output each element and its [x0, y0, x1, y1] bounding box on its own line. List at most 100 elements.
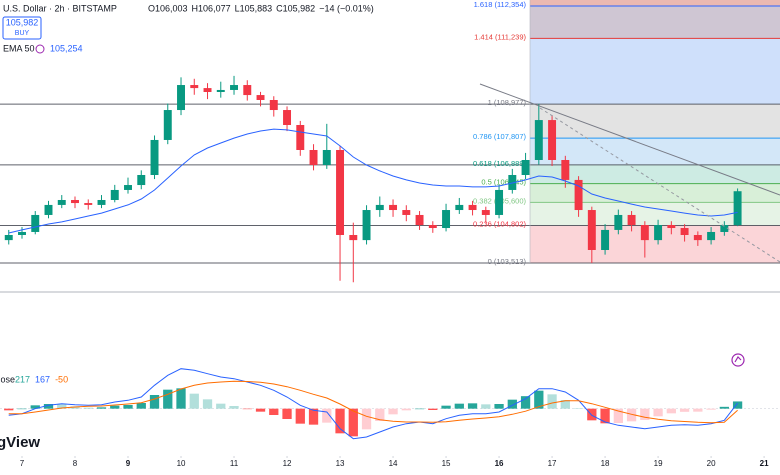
candle-body	[336, 149, 345, 235]
x-tick-label: 12	[283, 459, 292, 468]
macd-histogram-bar	[361, 408, 372, 430]
macd-histogram-bar	[626, 408, 637, 422]
trend-line	[479, 83, 780, 196]
candle-body	[614, 214, 623, 230]
macd-histogram-bar	[4, 408, 14, 411]
macd-histogram-bar	[57, 404, 67, 409]
macd-histogram-bar	[640, 408, 650, 420]
macd-histogram-bar	[600, 408, 610, 424]
ohlc-value: C105,982	[276, 3, 315, 13]
macd-histogram-bar	[43, 404, 54, 409]
ohlc-value: O106,003	[148, 3, 188, 13]
candle-body	[415, 214, 424, 225]
price-badge-value: 105,982	[6, 17, 39, 27]
alert-icon-glyph	[734, 356, 742, 363]
macd-histogram-bar	[587, 408, 597, 421]
macd-histogram-bar	[388, 408, 398, 415]
fib-level-label: 0.5 (106,245)	[481, 178, 526, 187]
candle-body	[375, 204, 384, 211]
macd-histogram-bar	[401, 408, 411, 411]
fib-level-label: 0 (103,513)	[488, 257, 527, 266]
macd-histogram-bar	[295, 408, 305, 424]
ema-visibility-icon[interactable]	[35, 44, 45, 54]
macd-histogram-bar	[441, 405, 451, 409]
ema-legend-name: EMA 50	[3, 43, 35, 53]
price-badge[interactable]	[2, 16, 42, 40]
x-tick-label: 18	[601, 459, 610, 468]
candle-body	[548, 120, 557, 160]
candle-body	[720, 224, 729, 232]
x-axis: 7 8 9 10 11 12 13 14 15 16 17 18 19 20 21	[20, 456, 769, 468]
candle-body	[57, 199, 66, 205]
alert-icon[interactable]	[731, 353, 745, 367]
macd-histogram-bar	[613, 408, 623, 423]
fib-level-label: 1 (108,977)	[488, 98, 527, 107]
candle-body	[455, 204, 464, 211]
x-tick-label: 21	[760, 459, 769, 468]
fib-level-label: 0.786 (107,807)	[473, 132, 526, 141]
ema-legend-value: 105,254	[50, 43, 83, 53]
macd-histogram-bar	[322, 408, 332, 423]
candle-body	[269, 99, 278, 111]
symbol-title: U.S. Dollar · 2h · BITSTAMP	[3, 3, 117, 13]
macd-histogram-bar	[269, 408, 279, 415]
macd-histogram-bar	[229, 406, 239, 409]
candle-body	[110, 189, 119, 200]
macd-legend-value: 167	[35, 374, 50, 384]
x-tick-label: 7	[20, 459, 25, 468]
macd-histogram-bar	[520, 396, 531, 409]
macd-legend: MACD 12 26 close 217 167 -50	[0, 374, 68, 384]
candle-body	[31, 214, 40, 232]
fib-zone	[530, 5, 780, 39]
ema-line	[8, 128, 738, 234]
macd-histogram-bar	[706, 408, 716, 410]
header: U.S. Dollar · 2h · BITSTAMP O106,003 H106…	[2, 3, 374, 54]
candle-body	[468, 204, 477, 211]
fib-zone	[530, 0, 780, 6]
candle-body	[243, 85, 252, 96]
candle-body	[640, 224, 649, 241]
candle-body	[707, 231, 716, 241]
fib-zone	[530, 138, 780, 165]
fib-level-label: 1.618 (112,354)	[474, 0, 527, 9]
candle-body	[97, 199, 106, 205]
fib-zone	[530, 202, 780, 226]
macd-histogram-bar	[732, 401, 743, 409]
macd-histogram-bar	[573, 408, 584, 409]
macd-histogram-bar	[242, 408, 252, 410]
macd-histogram-bar	[375, 408, 385, 421]
candle-body	[601, 229, 610, 250]
ohlc-value: H106,077	[192, 3, 231, 13]
fib-zone	[530, 183, 780, 203]
macd-layer	[0, 368, 780, 440]
macd-histogram-bar	[534, 390, 544, 409]
x-tick-label: 19	[654, 459, 663, 468]
x-tick-label: 9	[126, 459, 131, 468]
candle-body	[508, 174, 517, 190]
fib-level-label: 0.618 (106,889)	[473, 159, 526, 168]
macd-histogram-bar	[719, 406, 729, 409]
x-tick-label: 8	[73, 459, 78, 468]
candle-layer	[4, 75, 742, 283]
macd-histogram-bar	[176, 388, 186, 409]
macd-histogram-bar	[83, 407, 93, 409]
candle-body	[680, 228, 689, 235]
candle-body	[667, 224, 676, 229]
candle-body	[349, 234, 358, 241]
logo: TradingView	[0, 434, 40, 451]
macd-histogram-bar	[308, 408, 319, 425]
macd-histogram-bar	[255, 408, 266, 412]
macd-histogram-bar	[136, 403, 146, 409]
macd-histogram-bar	[560, 400, 570, 409]
candle-body	[402, 210, 411, 215]
macd-histogram-bar	[693, 408, 703, 412]
fib-level-label: 0.236 (104,802)	[473, 220, 526, 229]
macd-histogram-bar	[348, 408, 358, 437]
ohlc-value: −14 (−0.01%)	[319, 3, 374, 13]
ohlc-value: L105,883	[235, 3, 273, 13]
macd-histogram-bar	[123, 405, 133, 409]
macd-histogram-bar	[96, 407, 107, 409]
x-tick-label: 13	[336, 459, 345, 468]
macd-histogram-bar	[149, 395, 160, 409]
macd-histogram-bar	[202, 399, 213, 409]
